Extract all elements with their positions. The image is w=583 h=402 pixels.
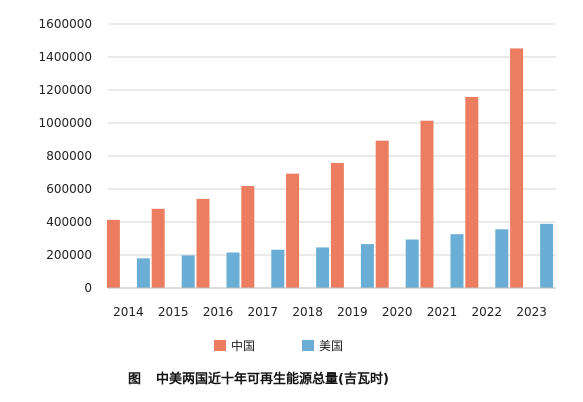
bar-usa-2019 bbox=[360, 244, 374, 288]
legend: 中国 美国 bbox=[214, 338, 343, 353]
bar-usa-2016 bbox=[226, 252, 240, 288]
bar-usa-2023 bbox=[540, 223, 554, 288]
x-tick-label: 2018 bbox=[292, 305, 323, 319]
legend-label-usa: 美国 bbox=[319, 339, 343, 353]
x-tick-label: 2020 bbox=[382, 305, 413, 319]
bar-china-2016 bbox=[196, 198, 210, 288]
x-axis-tick-labels: 2014 2015 2016 2017 2018 2019 2020 2021 2022 2023 bbox=[113, 305, 547, 319]
figure-caption: 图 中美两国近十年可再生能源总量(吉瓦时) bbox=[128, 371, 389, 387]
bar-china-2019 bbox=[330, 162, 344, 288]
y-tick-label: 1600000 bbox=[39, 17, 92, 31]
x-tick-label: 2023 bbox=[516, 305, 547, 319]
bar-usa-2015 bbox=[181, 255, 195, 288]
bars bbox=[106, 48, 554, 289]
y-tick-label: 800000 bbox=[46, 149, 92, 163]
y-tick-label: 200000 bbox=[46, 248, 92, 262]
x-tick-label: 2019 bbox=[337, 305, 368, 319]
y-axis-tick-labels: 0 200000 400000 600000 800000 1000000 1200000 1… bbox=[39, 17, 92, 295]
bar-china-2023 bbox=[510, 48, 524, 288]
y-tick-label: 1000000 bbox=[39, 116, 92, 130]
bar-china-2017 bbox=[241, 186, 255, 288]
bar-china-2020 bbox=[375, 140, 389, 288]
x-tick-label: 2022 bbox=[472, 305, 503, 319]
x-tick-label: 2015 bbox=[158, 305, 189, 319]
bar-china-2015 bbox=[151, 208, 165, 288]
bar-usa-2020 bbox=[405, 239, 419, 288]
y-tick-label: 1400000 bbox=[39, 50, 92, 64]
caption-label: 图 bbox=[128, 372, 141, 387]
y-tick-label: 1200000 bbox=[39, 83, 92, 97]
bar-china-2021 bbox=[420, 120, 434, 288]
x-tick-label: 2014 bbox=[113, 305, 144, 319]
bar-usa-2022 bbox=[495, 229, 509, 288]
y-tick-label: 600000 bbox=[46, 182, 92, 196]
legend-swatch-usa bbox=[302, 340, 314, 351]
x-tick-label: 2017 bbox=[248, 305, 279, 319]
bar-usa-2021 bbox=[450, 234, 464, 288]
bar-china-2014 bbox=[106, 219, 120, 288]
y-tick-label: 400000 bbox=[46, 215, 92, 229]
legend-label-china: 中国 bbox=[231, 338, 255, 353]
x-tick-label: 2021 bbox=[427, 305, 458, 319]
bar-china-2022 bbox=[465, 96, 479, 289]
y-tick-label: 0 bbox=[84, 281, 92, 295]
bar-china-2018 bbox=[286, 173, 300, 288]
bar-usa-2014 bbox=[136, 258, 150, 288]
bar-usa-2017 bbox=[271, 249, 285, 288]
caption-title: 中美两国近十年可再生能源总量(吉瓦时) bbox=[156, 371, 389, 387]
legend-swatch-china bbox=[214, 340, 226, 351]
x-tick-label: 2016 bbox=[203, 305, 234, 319]
bar-usa-2018 bbox=[316, 247, 330, 288]
